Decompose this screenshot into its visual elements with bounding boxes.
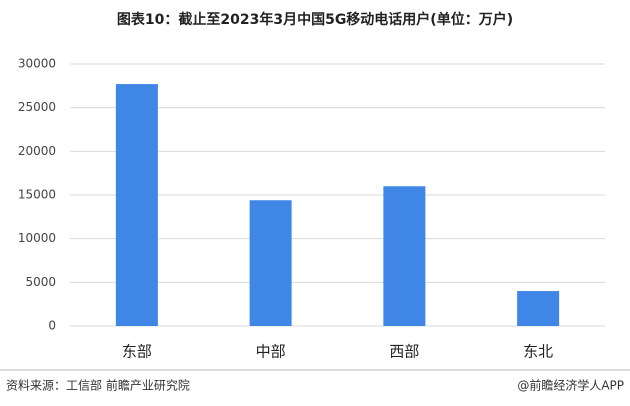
y-tick-label: 10000	[18, 231, 56, 245]
y-tick-label: 0	[48, 319, 56, 333]
y-tick-label: 30000	[18, 57, 56, 71]
y-tick-label: 20000	[18, 144, 56, 158]
y-tick-label: 25000	[18, 100, 56, 114]
footer-credit: @前瞻经济学人APP	[517, 378, 624, 393]
x-tick-label: 东北	[523, 343, 553, 361]
chart-title: 图表10：截止至2023年3月中国5G移动电话用户(单位：万户)	[117, 11, 513, 28]
x-tick-label: 东部	[122, 343, 152, 361]
x-tick-label: 中部	[256, 343, 286, 361]
footer-source: 资料来源：工信部 前瞻产业研究院	[6, 378, 190, 393]
bar	[383, 186, 426, 326]
bar	[115, 84, 158, 326]
y-tick-label: 5000	[25, 275, 56, 289]
bar	[249, 200, 292, 326]
x-tick-label: 西部	[389, 343, 419, 361]
bar	[517, 291, 560, 326]
y-tick-label: 15000	[18, 188, 56, 202]
